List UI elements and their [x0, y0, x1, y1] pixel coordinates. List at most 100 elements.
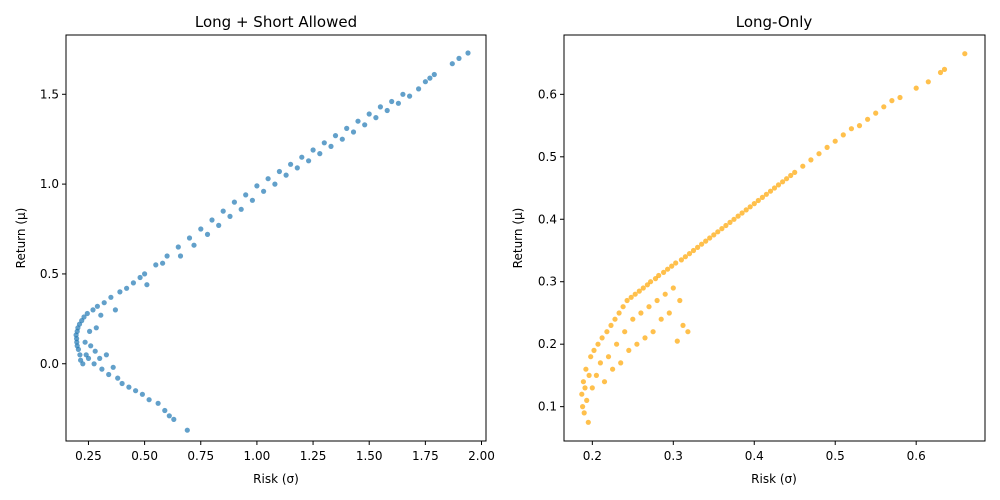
data-point: [658, 316, 664, 322]
data-point: [377, 104, 383, 110]
data-point: [99, 366, 105, 372]
data-point: [209, 217, 215, 223]
data-point: [656, 272, 662, 279]
x-axis-label: Risk (σ): [751, 472, 797, 486]
x-tick-label: 0.3: [664, 449, 683, 463]
data-point: [87, 328, 93, 334]
data-point: [690, 247, 697, 254]
y-axis-label: Return (μ): [14, 208, 28, 269]
y-axis-ticks: 0.0 0.5 1.0 1.5: [40, 87, 66, 371]
data-point: [400, 91, 406, 97]
data-point: [865, 116, 871, 122]
data-point: [775, 182, 782, 188]
chart-long-only: Long-Only 0.2 0.3 0.4 0.5 0.6 0.10.20.30.40.…: [511, 13, 986, 486]
data-point: [881, 104, 887, 110]
data-point: [77, 352, 83, 358]
data-point: [640, 285, 646, 291]
y-tick-label: 1.5: [40, 87, 59, 101]
data-point: [593, 372, 600, 378]
data-point: [344, 125, 350, 131]
data-point: [612, 316, 618, 322]
data-point: [198, 226, 204, 232]
data-point: [431, 71, 437, 78]
data-point: [177, 253, 184, 259]
x-tick-label: 0.5: [826, 449, 845, 463]
data-point: [784, 176, 790, 182]
chart-title: Long-Only: [736, 13, 813, 31]
data-point: [610, 366, 616, 372]
data-point: [171, 416, 177, 422]
data-point: [582, 385, 588, 391]
data-point: [81, 314, 87, 320]
data-point: [747, 204, 753, 210]
data-point: [261, 188, 267, 194]
data-point: [146, 397, 152, 403]
data-point: [677, 297, 683, 304]
data-point: [889, 98, 895, 104]
x-tick-label: 1.75: [412, 449, 439, 463]
data-point: [254, 183, 260, 189]
data-point: [715, 229, 721, 235]
data-point: [840, 132, 846, 138]
data-point: [220, 208, 226, 214]
data-point: [589, 385, 595, 391]
y-axis-label: Return (μ): [511, 208, 525, 269]
data-point: [144, 282, 150, 288]
data-point: [674, 338, 680, 344]
data-point: [243, 192, 249, 198]
data-point: [238, 206, 244, 212]
x-tick-label: 0.6: [907, 449, 926, 463]
data-point: [654, 297, 660, 304]
data-point: [686, 251, 693, 257]
data-point: [317, 151, 323, 157]
data-point: [680, 322, 686, 328]
data-point: [310, 147, 316, 153]
data-point: [306, 158, 312, 164]
data-point: [160, 260, 166, 266]
data-point: [90, 307, 96, 313]
data-point: [618, 360, 624, 366]
data-point: [97, 355, 103, 361]
data-point: [110, 364, 116, 370]
data-point: [339, 136, 345, 142]
data-point: [227, 213, 233, 219]
data-point: [644, 282, 651, 288]
chart-title: Long + Short Allowed: [195, 13, 357, 31]
data-point: [580, 404, 586, 410]
data-point: [465, 50, 471, 56]
data-point: [937, 69, 944, 76]
data-point: [699, 241, 705, 247]
data-point: [82, 339, 88, 345]
scatter-points: [579, 51, 968, 425]
data-point: [727, 219, 733, 225]
data-point: [299, 154, 305, 160]
data-point: [595, 341, 601, 347]
x-axis-ticks: 0.2 0.3 0.4 0.5 0.6: [583, 441, 926, 463]
x-tick-label: 0.4: [745, 449, 764, 463]
x-tick-label: 2.00: [468, 449, 495, 463]
data-point: [117, 289, 123, 295]
data-point: [407, 93, 413, 99]
data-point: [88, 343, 94, 349]
data-point: [695, 244, 701, 250]
data-point: [276, 168, 282, 175]
data-point: [119, 380, 125, 387]
data-point: [634, 341, 640, 347]
data-point: [288, 161, 294, 167]
data-point: [94, 303, 100, 309]
x-tick-label: 0.50: [131, 449, 158, 463]
data-point: [913, 85, 919, 91]
data-point: [101, 300, 107, 306]
plot-frame: [563, 34, 986, 442]
data-point: [583, 366, 589, 372]
data-point: [139, 391, 145, 397]
data-point: [622, 329, 628, 335]
data-point: [650, 329, 656, 335]
x-axis-ticks: 0.25 0.50 0.75 1.00 1.25 1.50 1.75 2.00: [75, 441, 495, 463]
data-point: [362, 122, 368, 128]
data-point: [800, 163, 806, 169]
data-point: [897, 94, 903, 101]
data-point: [824, 144, 830, 150]
data-point: [624, 297, 630, 304]
